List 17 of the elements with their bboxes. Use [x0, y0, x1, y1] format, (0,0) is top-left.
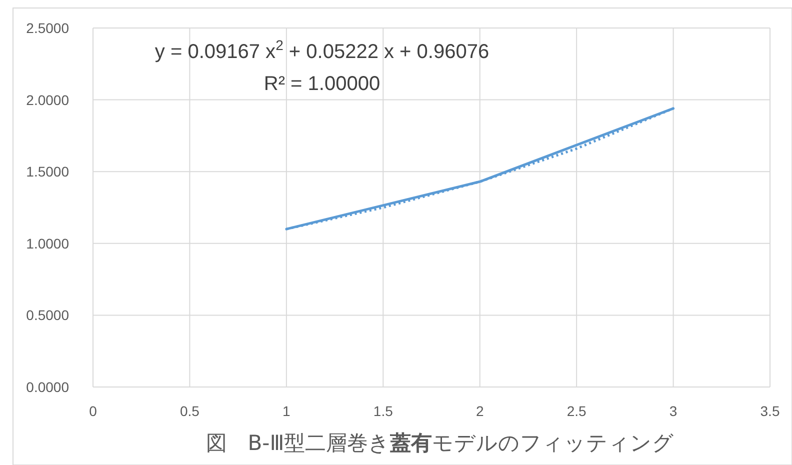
- x-tick-label: 1.5: [373, 403, 394, 419]
- y-tick-label: 2.0000: [26, 92, 70, 108]
- x-tick-label: 3.5: [760, 403, 780, 419]
- x-tick-label: 1: [282, 403, 291, 419]
- x-tick-label: 2.5: [566, 403, 587, 419]
- y-tick-label: 0.0000: [26, 379, 70, 395]
- text: 図 B-Ⅲ型二層巻き蓋有モデルのフィッティング: [206, 431, 674, 455]
- y-tick-label: 1.0000: [26, 235, 70, 252]
- y-tick-label: 2.5000: [26, 20, 70, 36]
- y-tick-label: 1.5000: [26, 164, 70, 180]
- x-tick-label: 2: [476, 403, 484, 419]
- x-tick-label: 0.5: [180, 403, 200, 419]
- y-tick-label: 0.5000: [26, 307, 70, 324]
- annotation: R² = 1.00000: [264, 73, 380, 95]
- x-tick-label: 3: [669, 403, 678, 419]
- annotation: y = 0.09167 x$^{2}$ + 0.05222 x + 0.96076: [154, 37, 490, 63]
- x-tick-label: 0: [89, 403, 98, 419]
